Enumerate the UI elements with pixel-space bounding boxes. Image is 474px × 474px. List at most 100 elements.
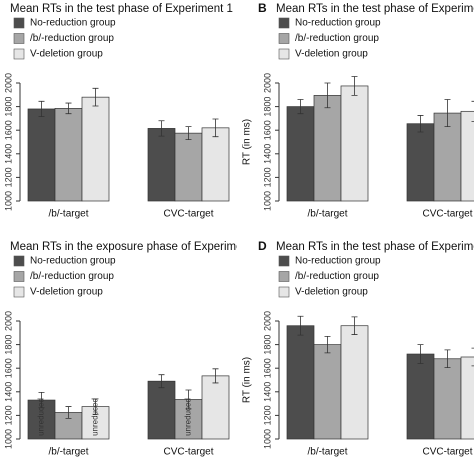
bar <box>201 127 230 202</box>
legend-swatch <box>278 286 290 298</box>
error-bar <box>185 389 192 410</box>
chart-title: Mean RTs in the test phase of Experiment… <box>10 3 233 15</box>
error-bar <box>297 99 304 115</box>
y-tick-label: 1800 <box>262 335 272 355</box>
legend-label: No-reduction group <box>30 18 116 29</box>
legend-label: /b/-reduction group <box>30 271 114 282</box>
x-tick-label: /b/-target <box>48 447 88 458</box>
error-bar <box>92 398 99 415</box>
legend-label: V-deletion group <box>30 287 103 298</box>
x-tick-label: /b/-target <box>307 447 347 458</box>
bar <box>433 358 462 440</box>
y-tick-label: 1600 <box>3 120 13 140</box>
bar <box>201 375 230 440</box>
panel: Mean RTs in the test phase of Experiment… <box>3 3 233 220</box>
legend-swatch <box>13 48 25 60</box>
legend-swatch <box>278 17 290 29</box>
bar <box>340 325 369 440</box>
bar <box>406 353 435 440</box>
panel: D Mean RTs in the test phase of Experime R… <box>242 239 474 458</box>
legend-swatch <box>13 17 25 29</box>
legend-label: V-deletion group <box>295 287 368 298</box>
y-tick-label: 1400 <box>262 144 272 164</box>
legend-swatch <box>13 286 25 298</box>
error-bar <box>212 368 219 384</box>
bar <box>286 325 315 440</box>
bar <box>147 128 176 202</box>
bar <box>460 110 474 202</box>
error-bar <box>38 100 45 118</box>
y-tick-label: 1600 <box>262 358 272 378</box>
legend-label: /b/-reduction group <box>30 33 114 44</box>
error-bar <box>324 82 331 109</box>
y-tick-label: 1200 <box>3 167 13 187</box>
legend-swatch <box>13 33 25 44</box>
panel: Mean RTs in the exposure phase of Experi… <box>3 241 237 458</box>
y-tick-label: 2000 <box>262 311 272 331</box>
panel-label: B <box>258 1 267 15</box>
error-bar <box>185 126 192 141</box>
y-tick-label: 2000 <box>3 311 13 331</box>
y-tick-label: 1000 <box>262 429 272 449</box>
bar <box>286 106 315 202</box>
error-bar <box>417 344 424 364</box>
chart-title: Mean RTs in the test phase of Experime <box>276 241 474 253</box>
y-axis-label: RT (in ms) <box>242 119 253 165</box>
bar <box>54 108 83 202</box>
error-bar <box>212 118 219 138</box>
y-tick-label: 1600 <box>3 358 13 378</box>
legend-label: No-reduction group <box>295 256 381 267</box>
x-tick-label: /b/-target <box>48 209 88 220</box>
y-tick-label: 1600 <box>262 120 272 140</box>
legend-label: V-deletion group <box>295 49 368 60</box>
y-tick-label: 1000 <box>3 429 13 449</box>
y-tick-label: 2000 <box>262 73 272 93</box>
y-tick-label: 2000 <box>3 73 13 93</box>
y-tick-label: 1400 <box>3 382 13 402</box>
y-tick-label: 1200 <box>262 405 272 425</box>
bar <box>340 85 369 202</box>
legend-label: No-reduction group <box>30 256 116 267</box>
error-bar <box>444 99 451 128</box>
legend-swatch <box>278 255 290 267</box>
bar <box>313 95 342 202</box>
y-tick-label: 1800 <box>3 335 13 355</box>
chart-title: Mean RTs in the test phase of Experime <box>276 3 474 15</box>
y-tick-label: 1800 <box>3 97 13 117</box>
y-tick-label: 1000 <box>3 191 13 211</box>
legend-swatch <box>278 48 290 60</box>
bar-annotation: unreduced <box>37 398 46 436</box>
error-bar <box>471 347 474 367</box>
legend-swatch <box>278 271 290 282</box>
y-tick-label: 1400 <box>262 382 272 402</box>
legend-label: No-reduction group <box>295 18 381 29</box>
y-tick-label: 1000 <box>262 191 272 211</box>
bar <box>81 96 110 202</box>
legend-swatch <box>278 33 290 44</box>
error-bar <box>92 87 99 107</box>
legend-label: /b/-reduction group <box>295 33 379 44</box>
error-bar <box>324 335 331 354</box>
bar <box>313 344 342 440</box>
legend-swatch <box>13 255 25 267</box>
error-bar <box>297 315 304 336</box>
legend-swatch <box>13 271 25 282</box>
error-bar <box>158 120 165 137</box>
error-bar <box>158 374 165 389</box>
bar-annotation: unreduced <box>184 398 193 436</box>
x-tick-label: CVC-target <box>422 447 472 458</box>
x-tick-label: /b/-target <box>307 209 347 220</box>
legend-label: V-deletion group <box>30 49 103 60</box>
y-tick-label: 1400 <box>3 144 13 164</box>
bar <box>460 356 474 440</box>
y-tick-label: 1800 <box>262 97 272 117</box>
error-bar <box>65 406 72 419</box>
panel-label: D <box>258 239 267 253</box>
bar <box>174 132 203 202</box>
panel: B Mean RTs in the test phase of Experime R… <box>242 1 474 220</box>
y-tick-label: 1200 <box>262 167 272 187</box>
error-bar <box>444 349 451 369</box>
error-bar <box>417 115 424 133</box>
error-bar <box>471 100 474 122</box>
